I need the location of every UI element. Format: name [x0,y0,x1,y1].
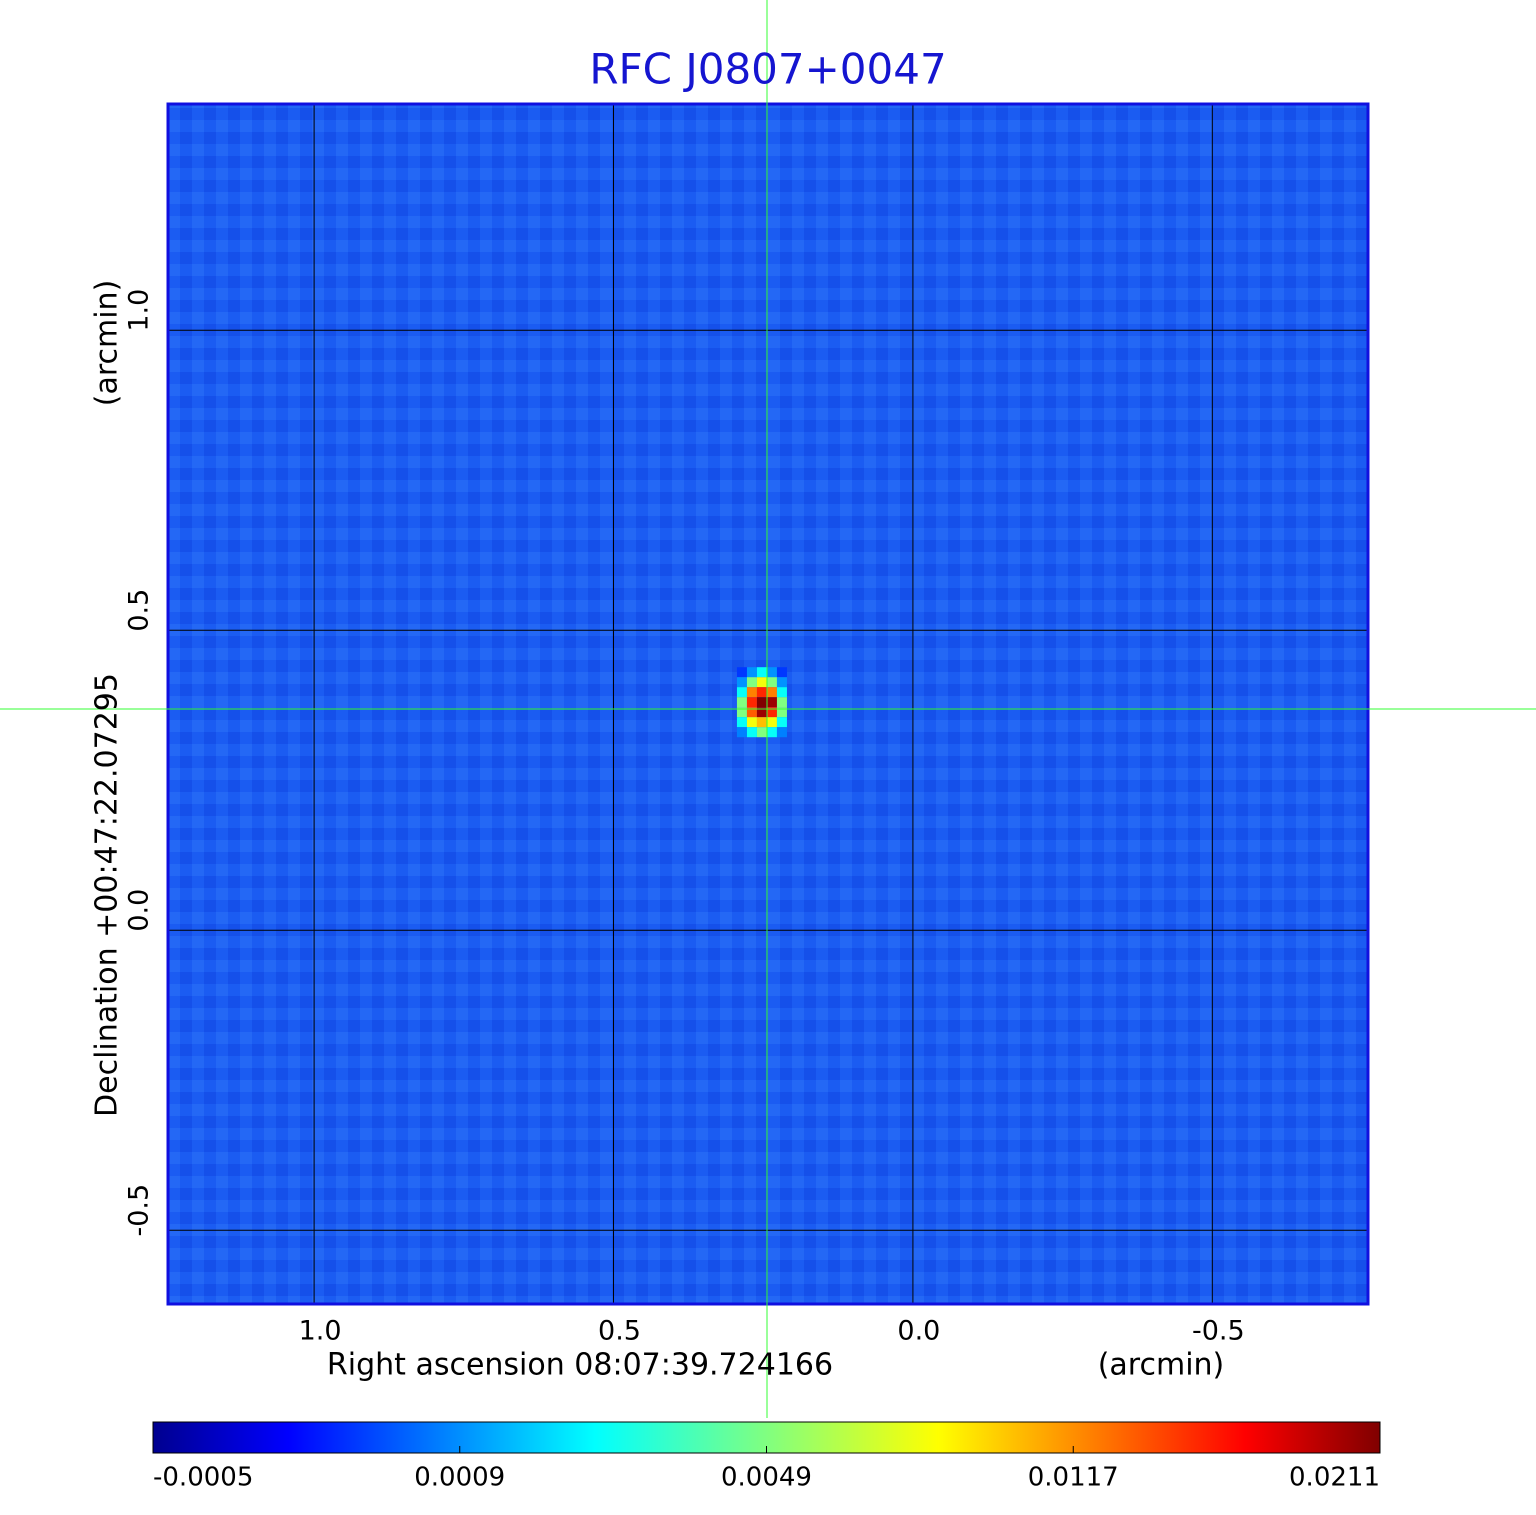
colorbar-tick-label: -0.0005 [153,1463,253,1493]
pixel [756,667,767,678]
plot-frame [166,102,1370,1306]
chart-title: RFC J0807+0047 [589,45,946,94]
x-tick-label: 0.5 [598,1316,641,1347]
pixel [756,687,767,698]
x-axis-label: Right ascension 08:07:39.724166 [327,1348,833,1383]
pixel [766,677,777,688]
pixel [776,697,787,708]
pixel [746,687,757,698]
colorbar-tick-label: 0.0049 [721,1463,812,1493]
pixel [756,717,767,728]
pixel [756,677,767,688]
pixel [736,697,747,708]
pixel [766,667,777,678]
pixel [746,677,757,688]
pixel [776,687,787,698]
colorbar-tick-label: 0.0117 [1028,1463,1119,1493]
pixel [746,727,757,738]
y-tick-label: -0.5 [124,1184,155,1237]
y-tick-label: 1.0 [124,289,155,332]
pixel [746,717,757,728]
pixel [756,707,767,718]
pixel [766,727,777,738]
pixel [736,707,747,718]
colorbar-tick-label: 0.0211 [1289,1463,1380,1493]
pixel [756,727,767,738]
pixel [746,667,757,678]
pixel [766,707,777,718]
pixel [746,697,757,708]
pixel [736,717,747,728]
pixel [756,697,767,708]
x-tick-label: 1.0 [299,1316,342,1347]
pixel [766,697,777,708]
y-tick-label: 0.0 [124,889,155,932]
x-tick-label: -0.5 [1192,1316,1245,1347]
pixel [766,717,777,728]
colorbar-tick-label: 0.0009 [414,1463,505,1493]
pixel [776,727,787,738]
x-tick-label: 0.0 [897,1316,940,1347]
pixel [746,707,757,718]
pixel [736,687,747,698]
pixel [736,677,747,688]
pixel [776,717,787,728]
pixel [776,707,787,718]
y-axis-unit: (arcmin) [90,280,125,407]
pixel [736,667,747,678]
pixel [776,667,787,678]
y-tick-label: 0.5 [124,589,155,632]
pixel [776,677,787,688]
pixel [736,727,747,738]
pixel [766,687,777,698]
x-axis-unit: (arcmin) [1098,1348,1225,1383]
y-axis-label: Declination +00:47:22.07295 [90,673,125,1117]
